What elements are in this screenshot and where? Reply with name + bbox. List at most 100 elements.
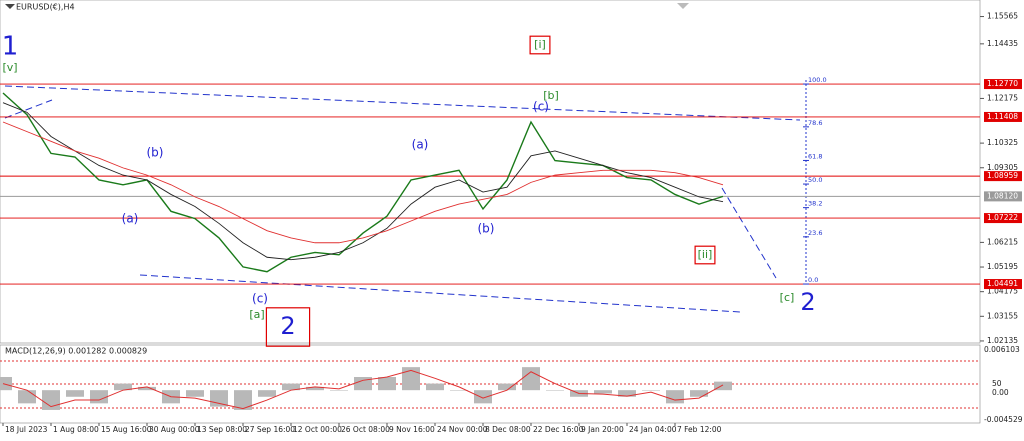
main-pane [0, 0, 981, 344]
macd-tick-label: -0.004529 [984, 415, 1023, 424]
annotation-box [265, 307, 311, 347]
macd-bar [114, 383, 132, 391]
x-tick-label: 24 Nov 00:00 [437, 425, 488, 434]
trend-line [139, 274, 741, 313]
macd-bar [0, 377, 12, 391]
price-level-label: 1.04491 [987, 279, 1018, 288]
fibo-label: 38.2 [808, 200, 822, 208]
price-level-badge [984, 79, 1022, 90]
y-tick-label: 1.05195 [987, 262, 1018, 271]
macd-level-label: 0.00 [992, 388, 1009, 397]
series-line [2, 369, 724, 410]
series-line [2, 102, 724, 261]
macd-bar [426, 383, 444, 391]
macd-bar [546, 390, 564, 391]
fibo-label: 50.0 [808, 176, 822, 184]
wave-label: (c) [252, 292, 268, 306]
x-tick-label: 27 Sep 16:00 [245, 425, 295, 434]
x-tick-label: 7 Feb 12:00 [677, 425, 722, 434]
macd-bar [210, 390, 228, 407]
fibo-label: 23.6 [808, 229, 822, 237]
price-level-label: 1.12770 [987, 79, 1018, 88]
price-level-badge [984, 171, 1022, 182]
macd-bar [522, 367, 540, 391]
macd-bar [666, 390, 684, 404]
macd-bar [18, 390, 36, 404]
macd-tick-label: 0.006103 [984, 345, 1020, 354]
macd-bar [282, 383, 300, 391]
x-tick-label: 30 Aug 00:00 [149, 425, 200, 434]
wave-label: [i] [534, 38, 546, 51]
x-tick-label: 9 Nov 16:00 [389, 425, 435, 434]
wave-label: 1 [2, 32, 19, 62]
menu-arrow [5, 4, 15, 9]
price-level-label: 1.08120 [987, 191, 1018, 200]
macd-bar [354, 377, 372, 391]
x-tick-label: 13 Sep 08:00 [197, 425, 247, 434]
wave-label: (a) [122, 212, 139, 226]
projection-line [721, 187, 777, 279]
wave-label: [b] [543, 89, 559, 102]
macd-bar [402, 367, 420, 391]
price-level-badge [984, 191, 1022, 202]
x-tick-label: 12 Oct 00:00 [293, 425, 342, 434]
macd-bar [234, 390, 252, 410]
y-tick-label: 1.12175 [987, 93, 1018, 102]
price-level-badge [984, 111, 1022, 122]
macd-bar [186, 390, 204, 397]
fibo-label: 78.6 [808, 119, 822, 127]
fibo-label: 0.0 [808, 276, 818, 284]
macd-bar [138, 386, 156, 391]
macd-bar [690, 390, 708, 397]
annotation-box [694, 245, 716, 265]
x-tick-label: 22 Dec 16:00 [533, 425, 584, 434]
y-tick-label: 1.06215 [987, 237, 1018, 246]
wave-label: (c) [533, 100, 549, 114]
wave-label: 2 [280, 312, 295, 340]
shift-marker [677, 3, 689, 9]
x-tick-label: 9 Jan 20:00 [581, 425, 624, 434]
wave-label: [v] [2, 61, 17, 74]
macd-bar [66, 390, 84, 397]
macd-bar [378, 377, 396, 391]
x-tick-label: 15 Aug 16:00 [101, 425, 152, 434]
macd-level-label: 50 [992, 379, 1002, 388]
x-tick-label: 24 Jan 04:00 [629, 425, 677, 434]
macd-bar [498, 383, 516, 391]
y-tick-label: 1.15565 [987, 12, 1018, 21]
trend-line [4, 99, 53, 119]
y-tick-label: 1.04175 [987, 287, 1018, 296]
macd-bar [642, 390, 660, 391]
wave-label: [a] [249, 308, 264, 321]
y-tick-label: 1.03155 [987, 311, 1018, 320]
wave-label: (b) [147, 146, 164, 160]
price-level-badge [984, 279, 1022, 290]
annotation-box [529, 35, 551, 55]
macd-bar [618, 390, 636, 397]
wave-label: [ii] [698, 248, 713, 261]
macd-bar [330, 390, 348, 391]
symbol-title: EURUSD(€),H4 [16, 3, 75, 12]
macd-bar [306, 386, 324, 391]
macd-title: MACD(12,26,9) 0.001282 0.000829 [5, 347, 147, 356]
macd-bar [90, 390, 108, 404]
x-tick-label: 26 Oct 08:00 [341, 425, 390, 434]
trend-line [4, 85, 801, 121]
x-tick-label: 8 Dec 08:00 [485, 425, 531, 434]
y-tick-label: 1.10325 [987, 138, 1018, 147]
price-level-label: 1.08959 [987, 171, 1018, 180]
wave-label: [c] [780, 291, 795, 304]
price-level-badge [984, 213, 1022, 224]
y-tick-label: 1.02135 [987, 336, 1018, 345]
macd-bar [714, 381, 732, 391]
macd-bar [450, 390, 468, 391]
x-tick-label: 1 Aug 08:00 [53, 425, 99, 434]
price-level-label: 1.07222 [987, 213, 1018, 222]
y-tick-label: 1.14435 [987, 39, 1018, 48]
x-tick-label: 18 Jul 2023 [5, 425, 48, 434]
wave-label: 2 [800, 288, 815, 316]
wave-label: (b) [478, 222, 495, 236]
macd-bar [594, 390, 612, 394]
macd-levels [0, 360, 980, 409]
